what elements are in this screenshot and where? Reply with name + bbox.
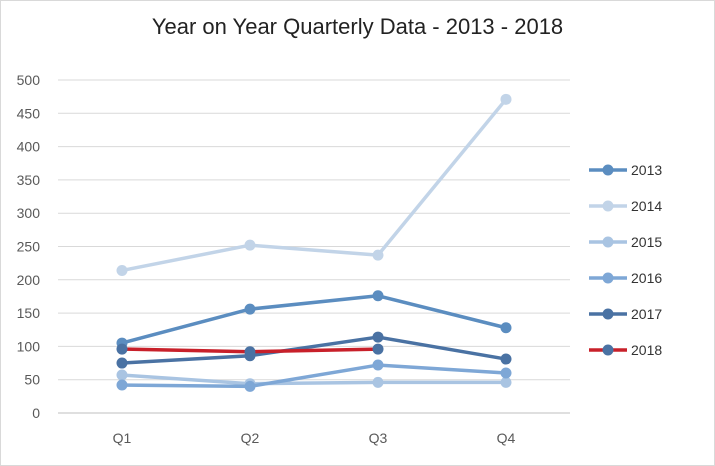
y-tick-label: 400 (17, 139, 41, 155)
legend-swatch-marker (602, 236, 614, 248)
series-line (120, 363, 508, 389)
legend-item-2015: 2015 (589, 234, 662, 250)
y-tick-label: 150 (17, 305, 41, 321)
series-line (120, 373, 508, 386)
y-tick-label: 200 (17, 272, 41, 288)
legend-swatch-marker (602, 344, 614, 356)
y-tick-label: 450 (17, 105, 41, 121)
legend-label: 2017 (631, 306, 662, 322)
legend-swatch-marker (602, 164, 614, 176)
legend-item-2017: 2017 (589, 306, 662, 322)
legend-swatch-marker (602, 200, 614, 212)
series-2016 (116, 359, 512, 392)
data-point (372, 331, 384, 343)
data-point (500, 353, 512, 365)
legend-swatch-marker (602, 308, 614, 320)
y-tick-label: 50 (24, 372, 40, 388)
data-point (116, 379, 128, 391)
legend-label: 2014 (631, 198, 662, 214)
data-point (244, 239, 256, 251)
legend-label: 2015 (631, 234, 662, 250)
data-point (116, 264, 128, 276)
y-tick-label: 350 (17, 172, 41, 188)
legend-item-2016: 2016 (589, 270, 662, 286)
x-tick-label: Q1 (113, 430, 132, 446)
series-2018 (116, 343, 384, 358)
series-2014 (116, 93, 512, 276)
data-point (244, 380, 256, 392)
series-line (120, 335, 508, 365)
data-point (372, 290, 384, 302)
data-point (244, 346, 256, 358)
series-2013 (116, 290, 512, 349)
data-point (116, 369, 128, 381)
legend: 2013 2014 2015 2016 2017 2018 (589, 162, 662, 358)
legend-item-2013: 2013 (589, 162, 662, 178)
x-tick-label: Q4 (497, 430, 516, 446)
data-point (116, 357, 128, 369)
gridlines (58, 79, 570, 414)
data-point (372, 249, 384, 261)
x-tick-label: Q2 (241, 430, 260, 446)
series-lines (116, 93, 512, 392)
series-line (120, 97, 508, 273)
data-point (372, 376, 384, 388)
data-point (500, 376, 512, 388)
legend-label: 2013 (631, 162, 662, 178)
y-tick-label: 100 (17, 338, 41, 354)
legend-label: 2016 (631, 270, 662, 286)
series-line (120, 294, 508, 345)
data-point (372, 359, 384, 371)
y-axis-ticks: 0 50 100 150 200 250 300 350 400 450 500 (17, 72, 41, 421)
legend-label: 2018 (631, 342, 662, 358)
legend-item-2014: 2014 (589, 198, 662, 214)
y-tick-label: 500 (17, 72, 41, 88)
y-tick-label: 0 (32, 405, 40, 421)
legend-item-2018: 2018 (589, 342, 662, 358)
x-tick-label: Q3 (369, 430, 388, 446)
y-tick-label: 300 (17, 205, 41, 221)
data-point (500, 367, 512, 379)
data-point (372, 343, 384, 355)
data-point (500, 322, 512, 334)
data-point (500, 93, 512, 105)
y-tick-label: 250 (17, 239, 41, 255)
data-point (244, 303, 256, 315)
x-axis-ticks: Q1 Q2 Q3 Q4 (113, 430, 516, 446)
legend-swatch-marker (602, 272, 614, 284)
chart-title: Year on Year Quarterly Data - 2013 - 201… (151, 14, 564, 39)
data-point (116, 343, 128, 355)
